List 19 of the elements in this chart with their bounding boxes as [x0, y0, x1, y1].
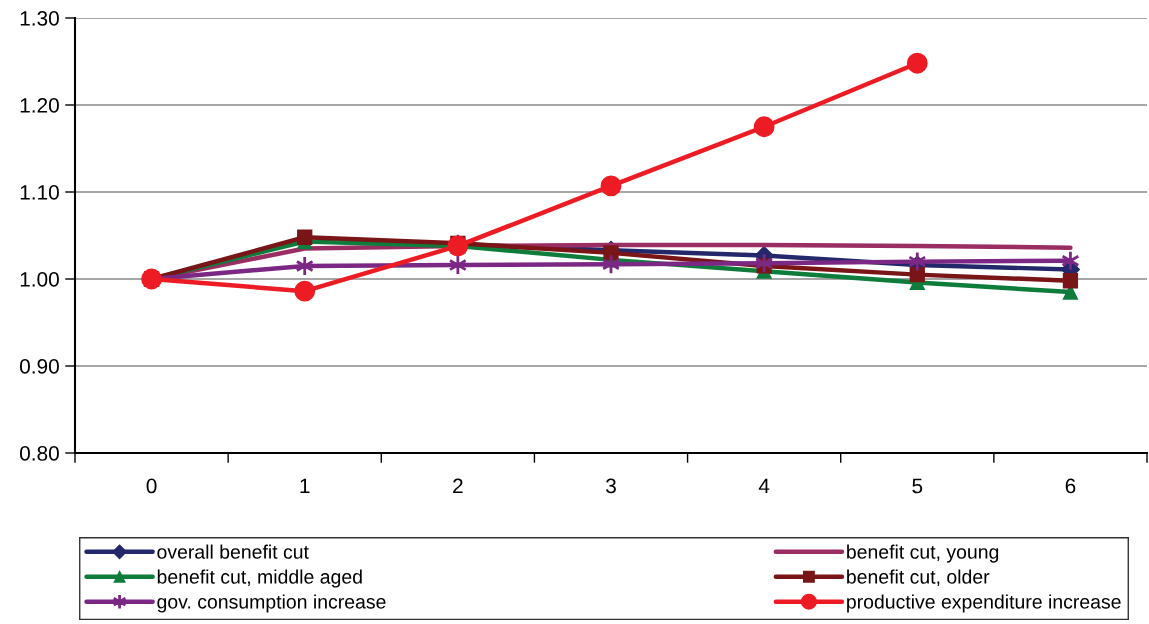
legend-label: overall benefit cut	[157, 544, 309, 559]
legend-label: benefit cut, middle aged	[157, 569, 362, 588]
y-tick-label: 0.90	[19, 359, 59, 374]
y-tick-label: 1.20	[20, 98, 59, 113]
x-tick-label: 0	[146, 478, 157, 494]
x-tick-label: 4	[758, 478, 770, 494]
legend-label: benefit cut, young	[847, 544, 999, 563]
legend-label: gov. consumption increase	[157, 594, 386, 613]
y-tick-label: 1.10	[20, 185, 59, 200]
x-tick-label: 2	[453, 478, 463, 494]
legend-label: benefit cut, older	[847, 569, 990, 587]
x-tick-label: 6	[1065, 478, 1076, 494]
x-tick-label: 1	[300, 478, 310, 494]
y-tick-label: 1.00	[20, 272, 59, 287]
y-tick-label: 0.80	[19, 446, 59, 461]
x-tick-label: 3	[606, 478, 616, 494]
legend-label: productive expenditure increase	[847, 594, 1121, 613]
x-tick-label: 5	[912, 478, 923, 494]
y-tick-label: 1.30	[20, 11, 59, 26]
